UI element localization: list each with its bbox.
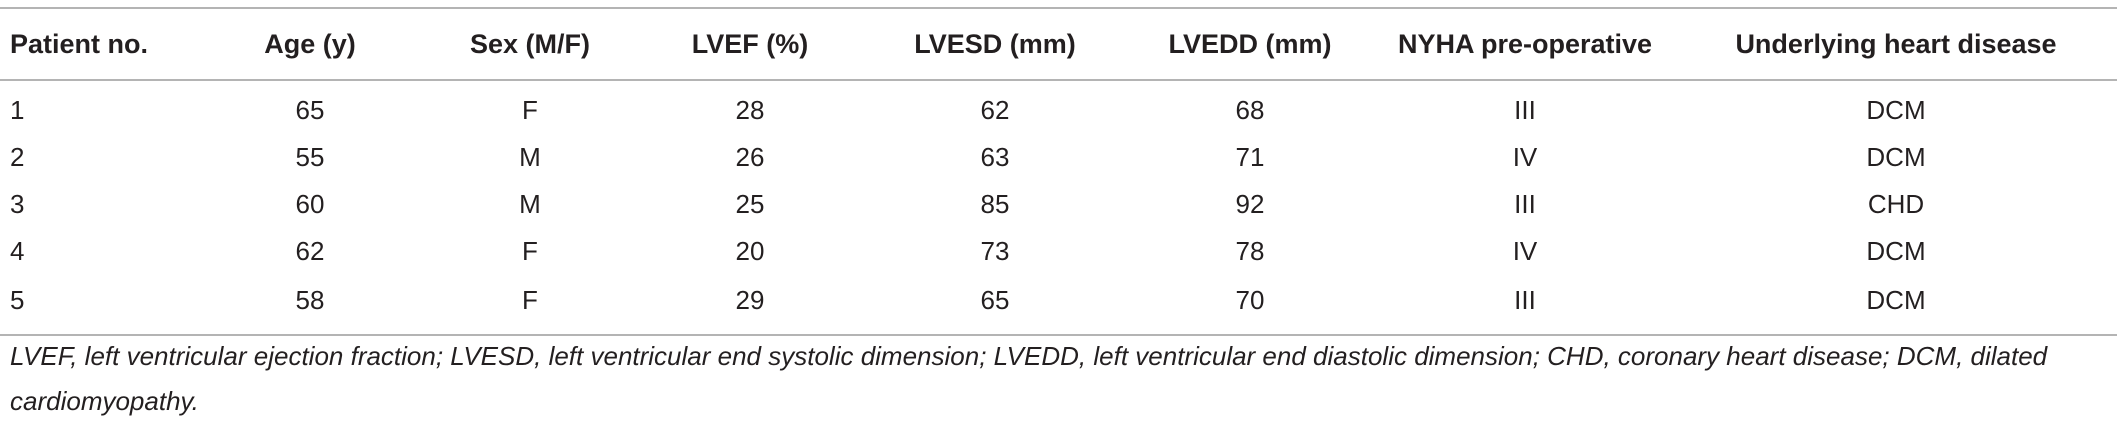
cell-patient-no: 5 [10,285,25,315]
cell-lvedd: 68 [1235,95,1265,125]
header-age: Age (y) [264,28,356,59]
header-sex: Sex (M/F) [469,28,590,59]
table-row: 1 65 F 28 62 68 III DCM [0,80,2117,134]
cell-sex: F [522,95,538,125]
cell-heart-disease: DCM [1866,236,1926,266]
cell-lvef: 28 [735,95,765,125]
cell-nyha: IV [1512,142,1538,172]
cell-lvesd: 63 [980,142,1010,172]
cell-sex: F [522,285,538,315]
cell-lvedd: 71 [1235,142,1265,172]
cell-age: 55 [295,142,325,172]
header-patient-no: Patient no. [10,28,149,59]
cell-lvedd: 78 [1235,236,1265,266]
cell-lvedd: 70 [1235,285,1265,315]
cell-nyha: III [1514,189,1536,219]
cell-age: 62 [295,236,325,266]
cell-age: 60 [295,189,325,219]
cell-heart-disease: DCM [1866,285,1926,315]
cell-patient-no: 2 [10,142,25,172]
table-row: 4 62 F 20 73 78 IV DCM [0,228,2117,275]
cell-lvesd: 62 [980,95,1010,125]
cell-patient-no: 1 [10,95,25,125]
cell-heart-disease: DCM [1866,142,1926,172]
table-row: 2 55 M 26 63 71 IV DCM [0,134,2117,181]
cell-lvesd: 73 [980,236,1010,266]
header-lvedd: LVEDD (mm) [1168,28,1332,59]
header-lvesd: LVESD (mm) [914,28,1076,59]
patient-characteristics-table: Patient no. Age (y) Sex (M/F) LVEF (%) L… [0,7,2117,336]
cell-age: 58 [295,285,325,315]
cell-sex: M [519,189,541,219]
cell-nyha: III [1514,285,1536,315]
table-row: 3 60 M 25 85 92 III CHD [0,181,2117,228]
cell-sex: M [519,142,541,172]
cell-lvef: 29 [735,285,765,315]
header-nyha: NYHA pre-operative [1397,28,1653,59]
header-heart-disease: Underlying heart disease [1735,28,2057,59]
cell-lvef: 25 [735,189,765,219]
cell-heart-disease: DCM [1866,95,1926,125]
header-lvef: LVEF (%) [691,28,809,59]
cell-heart-disease: CHD [1867,189,1925,219]
header-row: Patient no. Age (y) Sex (M/F) LVEF (%) L… [0,8,2117,80]
table-footnote: LVEF, left ventricular ejection fraction… [10,341,2048,416]
cell-patient-no: 4 [10,236,25,266]
cell-lvedd: 92 [1235,189,1265,219]
table-row: 5 58 F 29 65 70 III DCM [0,275,2117,335]
cell-lvesd: 85 [980,189,1010,219]
cell-lvesd: 65 [980,285,1010,315]
cell-sex: F [522,236,538,266]
cell-nyha: III [1514,95,1536,125]
cell-patient-no: 3 [10,189,25,219]
table-header: Patient no. Age (y) Sex (M/F) LVEF (%) L… [0,8,2117,80]
cell-lvef: 20 [735,236,765,266]
cell-age: 65 [295,95,325,125]
cell-nyha: IV [1512,236,1538,266]
table-body: 1 65 F 28 62 68 III DCM 2 55 M 26 63 71 … [0,80,2117,335]
cell-lvef: 26 [735,142,765,172]
